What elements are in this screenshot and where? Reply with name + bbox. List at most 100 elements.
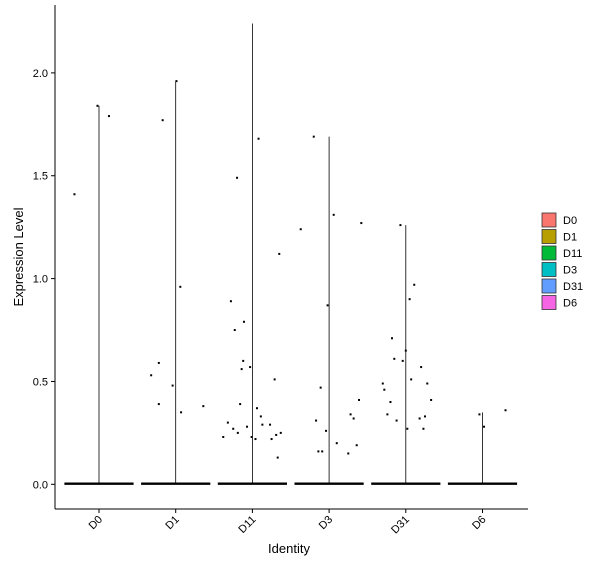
- violin-D11: [217, 23, 287, 485]
- data-point: [332, 213, 335, 216]
- data-point: [418, 417, 421, 420]
- data-point: [236, 176, 239, 179]
- x-tick-label-D6: D6: [470, 514, 488, 532]
- data-point: [483, 425, 486, 428]
- x-tick-label-D31: D31: [389, 514, 412, 537]
- y-tick-label: 1.5: [33, 171, 48, 183]
- data-point: [239, 403, 242, 406]
- plot-area: [64, 23, 518, 485]
- violin-D31: [371, 224, 441, 485]
- data-point: [269, 423, 272, 426]
- data-point: [347, 452, 350, 455]
- data-point: [399, 224, 402, 227]
- data-point: [226, 421, 229, 424]
- legend-swatch: [541, 278, 557, 294]
- data-point: [254, 438, 257, 441]
- violin-D0: [64, 104, 134, 485]
- y-tick-label: 0.5: [33, 376, 48, 388]
- data-point: [317, 450, 320, 453]
- data-point: [233, 329, 236, 332]
- data-point: [401, 359, 404, 362]
- data-point: [157, 403, 160, 406]
- y-tick-label: 0.0: [33, 479, 48, 491]
- data-point: [355, 444, 358, 447]
- data-point: [352, 417, 355, 420]
- data-point: [504, 409, 507, 412]
- legend-label: D1: [563, 232, 577, 244]
- legend-label: D6: [563, 298, 577, 310]
- data-point: [278, 252, 281, 255]
- legend: D0 D1 D11 D3 D31 D6: [541, 212, 583, 310]
- data-point: [420, 366, 423, 369]
- data-point: [279, 431, 282, 434]
- data-point: [150, 374, 153, 377]
- data-point: [242, 359, 245, 362]
- data-point: [246, 425, 249, 428]
- data-point: [275, 433, 278, 436]
- x-tick-label-D11: D11: [236, 514, 258, 536]
- data-point: [257, 137, 260, 140]
- legend-item-D11: D11: [541, 245, 582, 261]
- x-axis-title: Identity: [268, 541, 310, 556]
- data-point: [171, 384, 174, 387]
- data-point: [321, 450, 324, 453]
- data-point: [410, 378, 413, 381]
- legend-label: D0: [563, 215, 577, 227]
- data-point: [349, 413, 352, 416]
- data-point: [315, 419, 318, 422]
- data-point: [423, 415, 426, 418]
- data-point: [395, 419, 398, 422]
- data-point: [96, 104, 99, 107]
- data-point: [179, 285, 182, 288]
- axes: [54, 5, 528, 510]
- data-point: [242, 320, 245, 323]
- y-tick-label: 1.0: [33, 274, 48, 286]
- legend-swatch: [541, 262, 557, 277]
- data-point: [358, 398, 361, 401]
- legend-item-D1: D1: [541, 229, 577, 244]
- data-point: [389, 401, 392, 404]
- data-point: [390, 337, 393, 340]
- x-tick-label-D3: D3: [317, 514, 335, 532]
- data-point: [413, 283, 416, 286]
- data-point: [161, 119, 164, 122]
- legend-swatch: [541, 212, 557, 228]
- data-point: [299, 228, 302, 231]
- legend-label: D3: [563, 265, 577, 277]
- data-point: [430, 398, 433, 401]
- data-point: [393, 357, 396, 360]
- data-point: [232, 427, 235, 430]
- data-point: [180, 411, 183, 414]
- data-point: [406, 427, 409, 430]
- legend-swatch: [541, 229, 557, 244]
- legend-swatch: [541, 245, 557, 261]
- legend-item-D3: D3: [541, 262, 577, 277]
- data-point: [335, 442, 338, 445]
- x-tick-label-D0: D0: [87, 514, 105, 532]
- data-point: [157, 361, 160, 364]
- data-point: [326, 304, 329, 307]
- legend-item-D31: D31: [541, 278, 583, 294]
- data-point: [73, 193, 76, 196]
- data-point: [404, 349, 407, 352]
- x-ticks: D0 D1 D11 D3 D31 D6: [87, 509, 489, 536]
- data-point: [273, 378, 276, 381]
- data-point: [270, 438, 273, 441]
- violin-D1: [141, 80, 211, 485]
- x-tick-label-D1: D1: [163, 514, 181, 532]
- legend-label: D31: [563, 281, 583, 293]
- data-point: [422, 427, 425, 430]
- y-axis-title: Expression Level: [11, 207, 26, 306]
- data-point: [386, 413, 389, 416]
- data-point: [276, 456, 279, 459]
- data-point: [381, 382, 384, 385]
- y-ticks: 0.0 0.5 1.0 1.5 2.0: [33, 68, 55, 491]
- data-point: [312, 135, 315, 138]
- legend-swatch: [541, 295, 557, 310]
- data-point: [229, 300, 232, 303]
- data-point: [478, 413, 481, 416]
- data-point: [426, 382, 429, 385]
- legend-item-D6: D6: [541, 295, 577, 310]
- data-point: [325, 429, 328, 432]
